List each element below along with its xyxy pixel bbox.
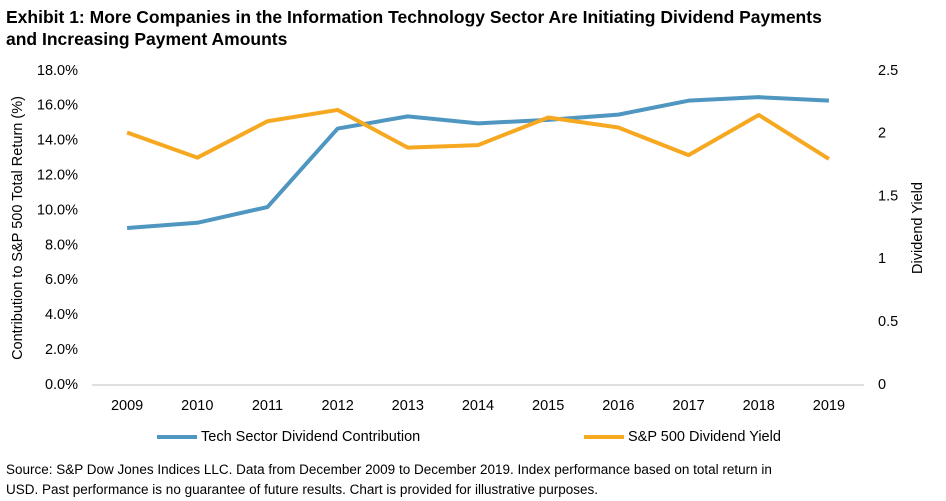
x-tick-label: 2016 <box>602 398 634 414</box>
y-tick-label: 10.0% <box>37 202 78 218</box>
x-tick-label: 2012 <box>322 398 354 414</box>
data-line <box>126 95 830 230</box>
x-tick-label: 2014 <box>462 398 494 414</box>
y2-axis-title: Dividend Yield <box>910 182 926 274</box>
source-note: USD. Past performance is no guarantee of… <box>6 482 598 497</box>
x-tick-label: 2013 <box>392 398 424 414</box>
y2-tick-label: 2.5 <box>878 63 898 79</box>
legend-label: S&P 500 Dividend Yield <box>628 429 781 445</box>
x-tick-label: 2015 <box>532 398 564 414</box>
x-tick-label: 2010 <box>181 398 213 414</box>
y-tick-label: 8.0% <box>45 237 78 253</box>
y2-tick-label: 0 <box>878 377 886 393</box>
y2-tick-label: 2 <box>878 126 886 142</box>
y2-tick-label: 1.5 <box>878 188 898 204</box>
chart-title: Exhibit 1: More Companies in the Informa… <box>6 7 822 27</box>
x-tick-label: 2018 <box>743 398 775 414</box>
x-tick-label: 2019 <box>813 398 845 414</box>
legend-label: Tech Sector Dividend Contribution <box>201 429 420 445</box>
y-tick-label: 2.0% <box>45 342 78 358</box>
y-tick-label: 4.0% <box>45 307 78 323</box>
source-note: Source: S&P Dow Jones Indices LLC. Data … <box>6 462 772 477</box>
y-tick-label: 6.0% <box>45 272 78 288</box>
x-tick-label: 2009 <box>111 398 143 414</box>
data-line <box>126 107 830 161</box>
y2-tick-label: 1 <box>878 251 886 267</box>
y-tick-label: 16.0% <box>37 98 78 114</box>
chart-title: and Increasing Payment Amounts <box>6 29 288 49</box>
y-tick-label: 14.0% <box>37 133 78 149</box>
y-tick-label: 0.0% <box>45 377 78 393</box>
y-axis-title: Contribution to S&P 500 Total Return (%) <box>10 96 26 360</box>
x-tick-label: 2017 <box>672 398 704 414</box>
x-tick-label: 2011 <box>252 398 283 414</box>
y-tick-label: 18.0% <box>37 63 78 79</box>
y-tick-label: 12.0% <box>37 167 78 183</box>
y2-tick-label: 0.5 <box>878 314 898 330</box>
